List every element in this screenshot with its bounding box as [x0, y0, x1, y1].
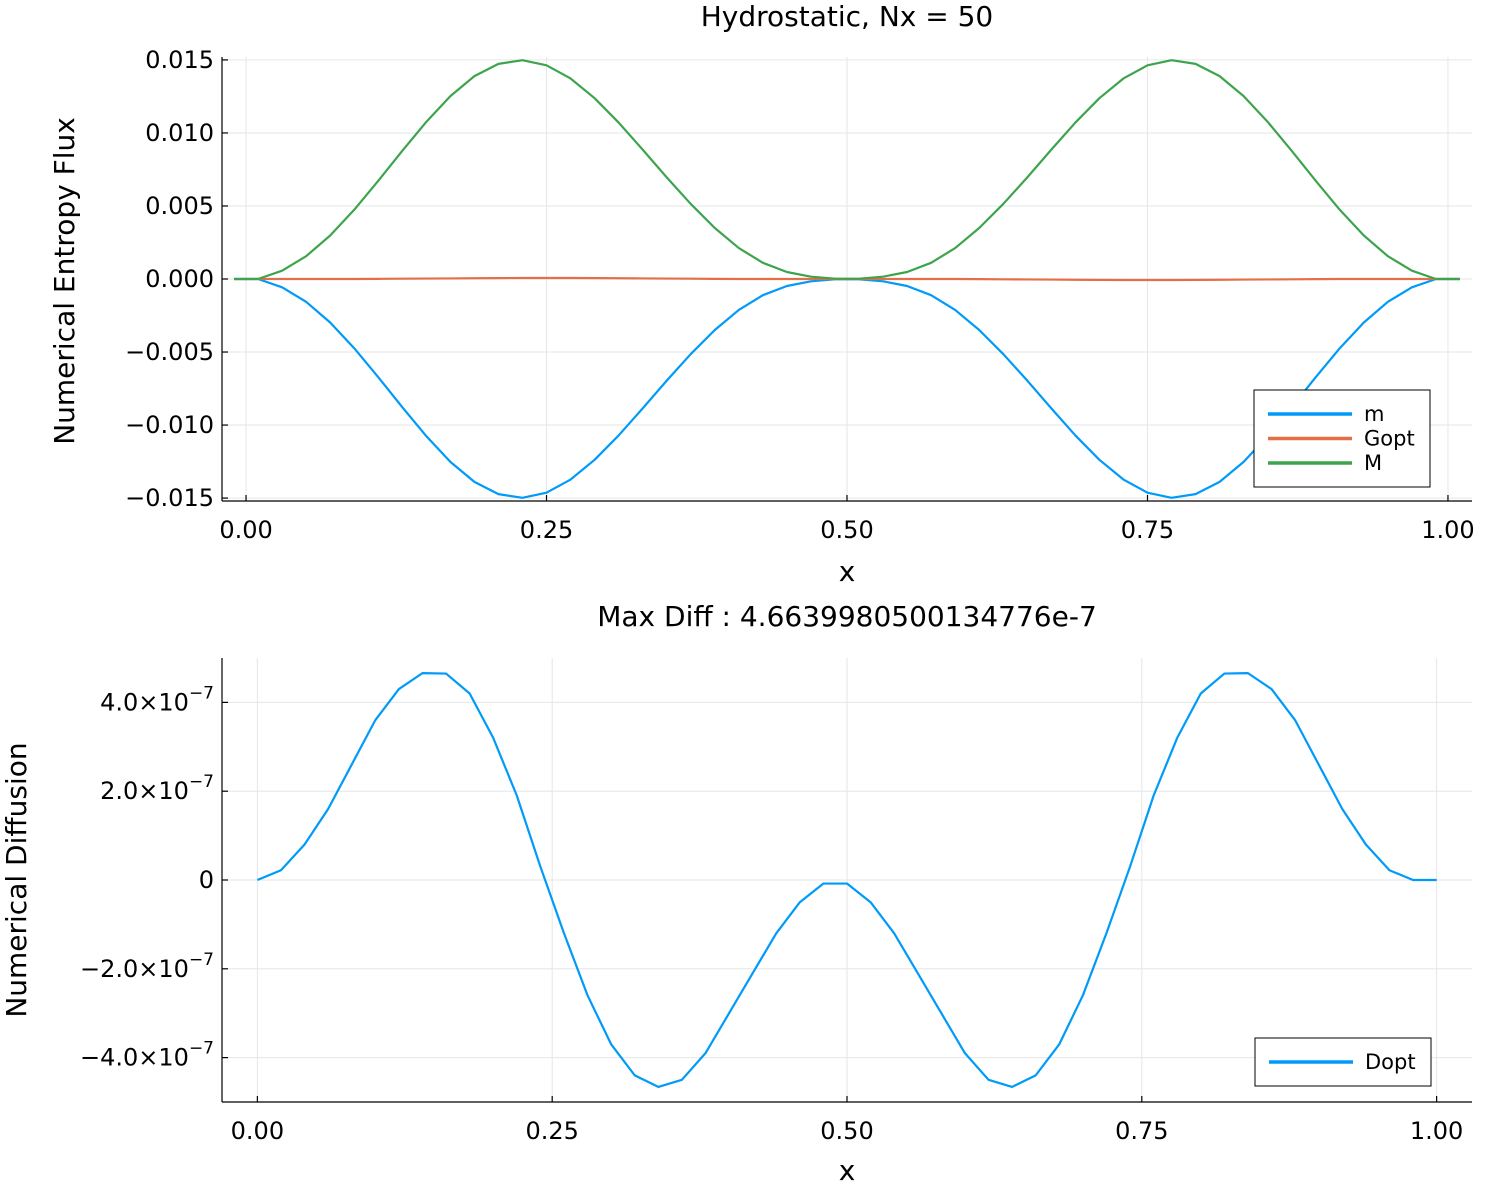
entropy-flux-xtick-label-0: 0.00: [219, 516, 272, 544]
diffusion-ytick-label-4: −4.0×10−7: [80, 1039, 214, 1072]
entropy-flux-xtick-label-4: 1.00: [1421, 516, 1474, 544]
diffusion-xtick-label-4: 1.00: [1410, 1117, 1463, 1145]
entropy-flux-ytick-label-4: −0.005: [125, 338, 214, 366]
entropy-flux-ytick-label-2: 0.005: [145, 192, 214, 220]
entropy-flux-ytick-label-3: 0.000: [145, 265, 214, 293]
diffusion-xtick-label-3: 0.75: [1115, 1117, 1168, 1145]
diffusion-ytick-label-2: 0: [199, 866, 214, 894]
entropy-flux-ylabel: Numerical Entropy Flux: [48, 117, 81, 445]
diffusion-ytick-label-0: 4.0×10−7: [100, 683, 214, 716]
diffusion-title: Max Diff : 4.6639980500134776e-7: [597, 600, 1097, 633]
entropy-flux-xlabel: x: [839, 555, 856, 588]
diffusion-ytick-label-1: 2.0×10−7: [100, 772, 214, 805]
diffusion-series: [256, 671, 1437, 1089]
diffusion-series-Dopt: [256, 671, 1437, 1089]
entropy-flux-xtick-label-3: 0.75: [1121, 516, 1174, 544]
diffusion-ylabel: Numerical Diffusion: [0, 742, 33, 1017]
diffusion-axes: 0.00 0.25 0.50 0.75 1.00 4.0×10−7 2.0×10−7 0 −2.…: [80, 658, 1472, 1145]
diffusion-xtick-label-0: 0.00: [231, 1117, 284, 1145]
entropy-flux-legend-label-M: M: [1364, 451, 1382, 475]
entropy-flux-xtick-label-2: 0.50: [820, 516, 873, 544]
entropy-flux-xtick-label-1: 0.25: [520, 516, 573, 544]
entropy-flux-ytick-label-1: 0.010: [145, 119, 214, 147]
entropy-flux-series-M: [234, 59, 1460, 281]
diffusion-grid: [222, 658, 1472, 1102]
diffusion-xtick-label-2: 0.50: [820, 1117, 873, 1145]
diffusion-chart: Max Diff : 4.6639980500134776e-7 0.00 0.2…: [0, 600, 1472, 1187]
diffusion-legend-label-Dopt: Dopt: [1365, 1050, 1416, 1074]
diffusion-xtick-label-1: 0.25: [525, 1117, 578, 1145]
entropy-flux-legend-label-m: m: [1364, 402, 1384, 426]
entropy-flux-ytick-label-0: 0.015: [145, 46, 214, 74]
entropy-flux-ytick-label-5: −0.010: [125, 411, 214, 439]
entropy-flux-ytick-label-6: −0.015: [125, 484, 214, 512]
diffusion-ytick-label-3: −2.0×10−7: [80, 950, 214, 983]
entropy-flux-axes: 0.00 0.25 0.50 0.75 1.00 0.015 0.010 0.005 0.000…: [125, 46, 1475, 544]
entropy-flux-chart: Hydrostatic, Nx = 50 0.00 0.25 0.50 0.75 1.0…: [48, 0, 1475, 588]
entropy-flux-legend-label-Gopt: Gopt: [1364, 427, 1415, 451]
entropy-flux-title: Hydrostatic, Nx = 50: [701, 0, 994, 33]
diffusion-legend: Dopt: [1254, 1037, 1432, 1087]
diffusion-xlabel: x: [839, 1154, 856, 1187]
